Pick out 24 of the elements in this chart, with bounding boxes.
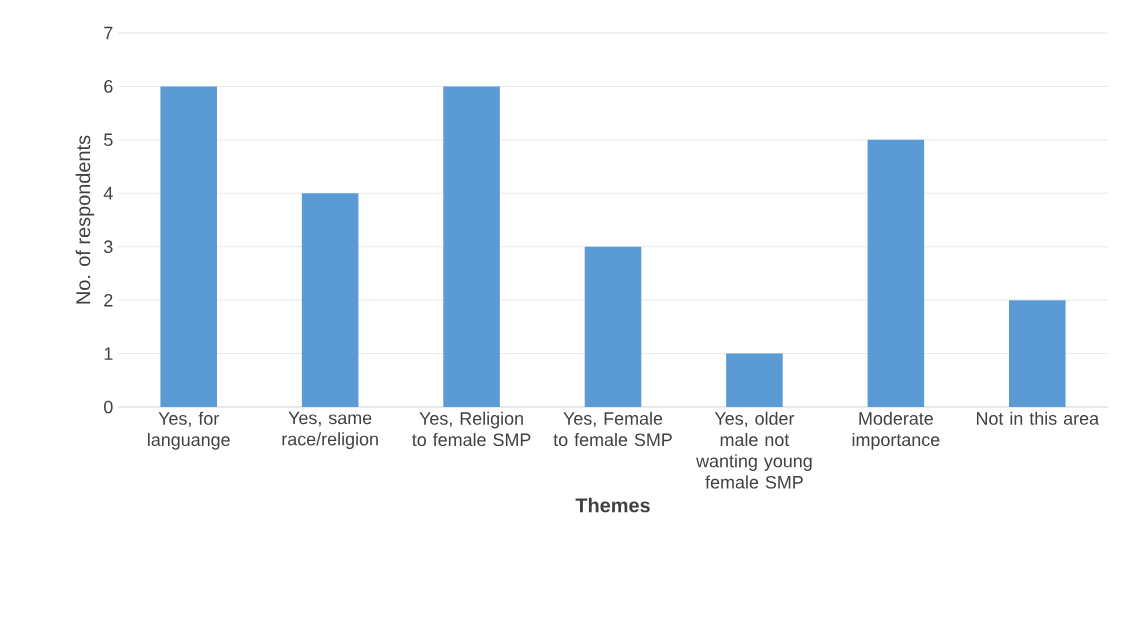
x-tick-label: Yes, same race/religion	[282, 411, 378, 450]
bar	[1009, 300, 1066, 407]
y-tick-label: 6	[104, 80, 113, 93]
x-tick-label: Not in this area	[976, 411, 1100, 425]
x-axis-title: Themes	[575, 497, 650, 513]
y-tick-label: 0	[104, 400, 113, 414]
x-tick-label: Yes, Religion to female SMP	[412, 411, 531, 447]
bar	[867, 139, 925, 407]
x-tick-label: Yes, Female to female SMP	[553, 411, 672, 447]
x-tick-label: Moderate importance	[852, 411, 940, 450]
bar	[160, 86, 217, 407]
y-tick-label: 3	[104, 240, 113, 254]
x-tick-label: Yes, older male not wanting young female SMP	[696, 411, 812, 489]
y-tick-label: 5	[104, 133, 113, 147]
y-tick-label: 2	[104, 293, 113, 307]
y-tick-label: 7	[104, 26, 113, 40]
bar	[726, 353, 783, 407]
x-tick-label: Yes, for languange	[148, 411, 230, 450]
bar	[443, 86, 500, 407]
y-tick-label: 4	[103, 187, 113, 200]
bar	[584, 246, 642, 407]
y-tick-label: 1	[104, 347, 113, 360]
bar	[301, 193, 359, 407]
y-axis-title: No. of respondents	[75, 135, 95, 304]
